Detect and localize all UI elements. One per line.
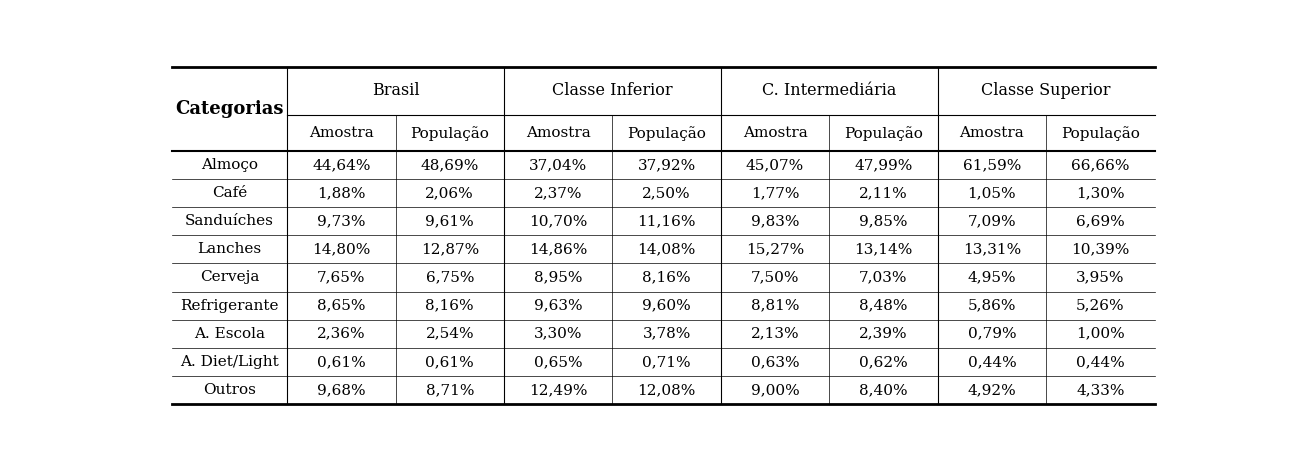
Text: 45,07%: 45,07% <box>745 158 804 172</box>
Text: 12,49%: 12,49% <box>529 383 587 397</box>
Text: 2,11%: 2,11% <box>859 186 908 200</box>
Text: Refrigerante: Refrigerante <box>180 299 278 313</box>
Text: Amostra: Amostra <box>525 126 590 140</box>
Text: 4,92%: 4,92% <box>968 383 1016 397</box>
Text: C. Intermediária: C. Intermediária <box>762 82 897 99</box>
Text: Café: Café <box>212 186 247 200</box>
Text: Brasil: Brasil <box>371 82 419 99</box>
Text: Amostra: Amostra <box>960 126 1025 140</box>
Text: 1,05%: 1,05% <box>968 186 1016 200</box>
Text: 11,16%: 11,16% <box>638 214 696 228</box>
Text: Amostra: Amostra <box>743 126 807 140</box>
Text: 9,83%: 9,83% <box>751 214 800 228</box>
Text: 2,13%: 2,13% <box>751 327 800 341</box>
Text: 0,61%: 0,61% <box>426 355 474 369</box>
Text: Categorias: Categorias <box>175 100 283 118</box>
Text: 0,65%: 0,65% <box>534 355 582 369</box>
Text: 12,08%: 12,08% <box>638 383 696 397</box>
Text: 8,16%: 8,16% <box>426 299 474 313</box>
Text: 1,30%: 1,30% <box>1077 186 1124 200</box>
Text: 37,92%: 37,92% <box>638 158 696 172</box>
Text: 9,60%: 9,60% <box>642 299 691 313</box>
Text: 0,71%: 0,71% <box>642 355 691 369</box>
Text: 0,62%: 0,62% <box>859 355 908 369</box>
Text: Outros: Outros <box>203 383 256 397</box>
Text: 8,40%: 8,40% <box>859 383 908 397</box>
Text: 8,95%: 8,95% <box>534 270 582 284</box>
Text: 2,50%: 2,50% <box>642 186 691 200</box>
Text: 2,37%: 2,37% <box>534 186 582 200</box>
Text: 8,81%: 8,81% <box>751 299 800 313</box>
Text: População: População <box>410 126 489 141</box>
Text: 8,16%: 8,16% <box>642 270 691 284</box>
Text: 7,65%: 7,65% <box>317 270 366 284</box>
Text: 13,14%: 13,14% <box>854 242 912 256</box>
Text: 2,39%: 2,39% <box>859 327 908 341</box>
Text: Sanduíches: Sanduíches <box>185 214 274 228</box>
Text: 61,59%: 61,59% <box>963 158 1021 172</box>
Text: 9,61%: 9,61% <box>426 214 474 228</box>
Text: 13,31%: 13,31% <box>963 242 1021 256</box>
Text: 0,44%: 0,44% <box>968 355 1016 369</box>
Text: Amostra: Amostra <box>309 126 374 140</box>
Text: Almoço: Almoço <box>201 158 258 172</box>
Text: 7,03%: 7,03% <box>859 270 907 284</box>
Text: 3,78%: 3,78% <box>642 327 691 341</box>
Text: 4,33%: 4,33% <box>1077 383 1124 397</box>
Text: 1,88%: 1,88% <box>317 186 366 200</box>
Text: 3,30%: 3,30% <box>534 327 582 341</box>
Text: 0,61%: 0,61% <box>317 355 366 369</box>
Text: 8,71%: 8,71% <box>426 383 474 397</box>
Text: Cerveja: Cerveja <box>199 270 259 284</box>
Text: 2,06%: 2,06% <box>426 186 474 200</box>
Text: 9,00%: 9,00% <box>751 383 800 397</box>
Text: 2,36%: 2,36% <box>317 327 366 341</box>
Text: 14,80%: 14,80% <box>312 242 370 256</box>
Text: 7,50%: 7,50% <box>751 270 800 284</box>
Text: 1,00%: 1,00% <box>1077 327 1124 341</box>
Text: 9,73%: 9,73% <box>317 214 366 228</box>
Text: Lanches: Lanches <box>198 242 261 256</box>
Text: 5,86%: 5,86% <box>968 299 1016 313</box>
Text: 6,69%: 6,69% <box>1077 214 1124 228</box>
Text: 10,39%: 10,39% <box>1071 242 1130 256</box>
Text: 5,26%: 5,26% <box>1077 299 1124 313</box>
Text: 15,27%: 15,27% <box>745 242 804 256</box>
Text: 10,70%: 10,70% <box>529 214 587 228</box>
Text: Classe Inferior: Classe Inferior <box>553 82 673 99</box>
Text: A. Escola: A. Escola <box>194 327 265 341</box>
Text: A. Diet/Light: A. Diet/Light <box>180 355 278 369</box>
Text: 9,63%: 9,63% <box>534 299 582 313</box>
Text: 9,85%: 9,85% <box>859 214 907 228</box>
Text: 48,69%: 48,69% <box>421 158 479 172</box>
Text: 3,95%: 3,95% <box>1077 270 1124 284</box>
Text: 8,65%: 8,65% <box>317 299 366 313</box>
Text: População: População <box>1061 126 1140 141</box>
Text: Classe Superior: Classe Superior <box>981 82 1110 99</box>
Text: 7,09%: 7,09% <box>968 214 1016 228</box>
Text: 0,44%: 0,44% <box>1077 355 1124 369</box>
Text: 14,08%: 14,08% <box>638 242 696 256</box>
Text: 44,64%: 44,64% <box>312 158 370 172</box>
Text: População: População <box>628 126 707 141</box>
Text: 9,68%: 9,68% <box>317 383 366 397</box>
Text: População: População <box>844 126 923 141</box>
Text: 2,54%: 2,54% <box>426 327 474 341</box>
Text: 6,75%: 6,75% <box>426 270 474 284</box>
Text: 12,87%: 12,87% <box>421 242 479 256</box>
Text: 47,99%: 47,99% <box>854 158 912 172</box>
Text: 14,86%: 14,86% <box>529 242 587 256</box>
Text: 66,66%: 66,66% <box>1071 158 1130 172</box>
Text: 4,95%: 4,95% <box>968 270 1016 284</box>
Text: 0,79%: 0,79% <box>968 327 1016 341</box>
Text: 37,04%: 37,04% <box>529 158 587 172</box>
Text: 1,77%: 1,77% <box>751 186 800 200</box>
Text: 8,48%: 8,48% <box>859 299 907 313</box>
Text: 0,63%: 0,63% <box>751 355 800 369</box>
